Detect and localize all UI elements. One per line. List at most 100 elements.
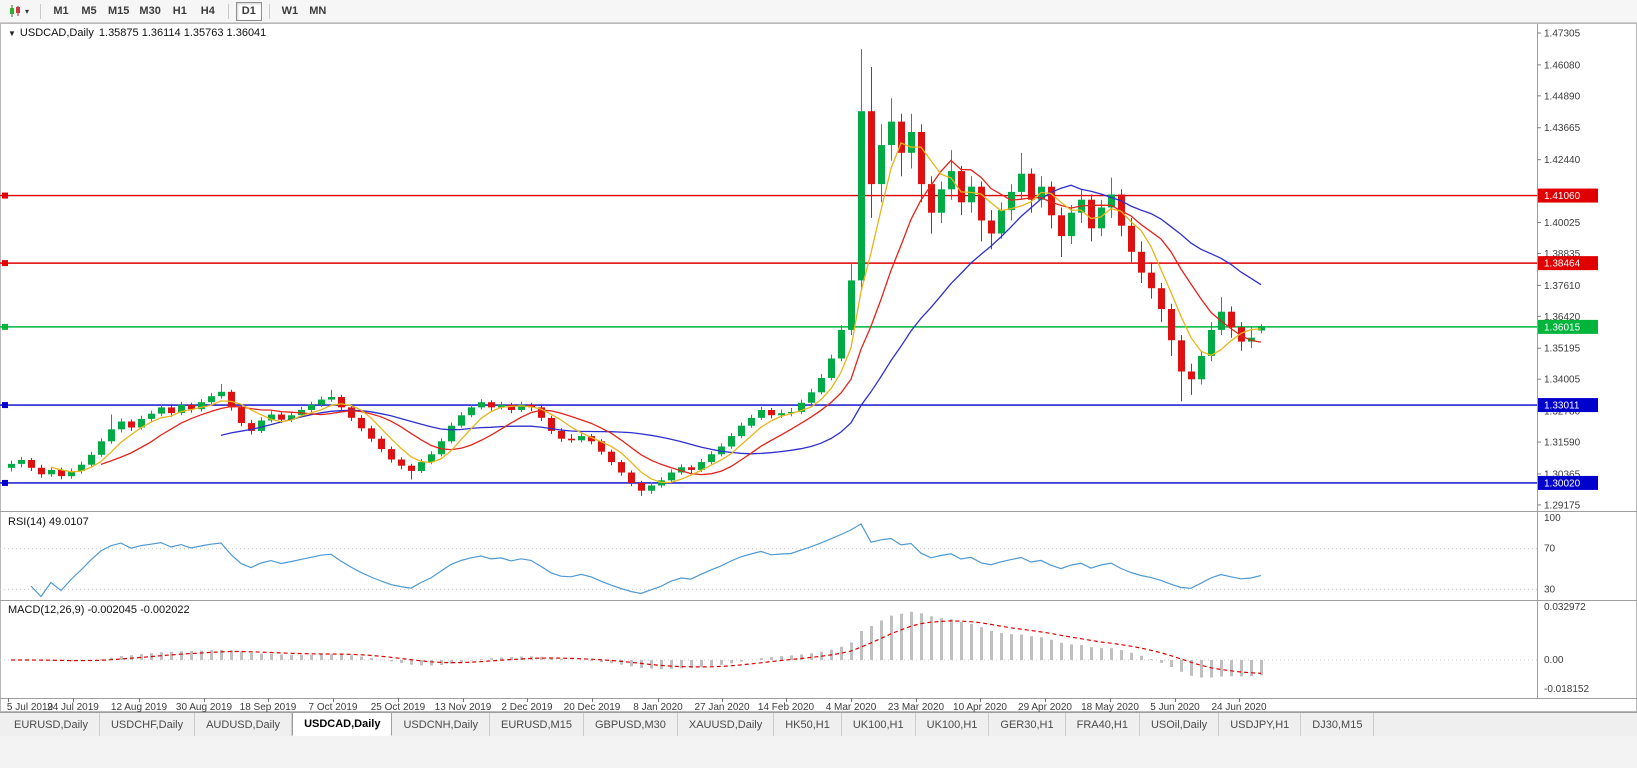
date-label: 18 May 2020 [1081, 702, 1139, 712]
macd-axis-label: -0.018152 [1544, 684, 1589, 695]
date-label: 13 Nov 2019 [435, 702, 492, 712]
date-label: 10 Apr 2020 [953, 702, 1007, 712]
date-label: 20 Dec 2019 [564, 702, 621, 712]
price-tick-label: 1.42440 [1544, 155, 1581, 166]
price-tick-label: 1.32780 [1544, 407, 1581, 418]
hline-handle[interactable] [2, 192, 8, 199]
timeframe-button-m5[interactable]: M5 [76, 2, 102, 21]
timeframe-button-h4[interactable]: H4 [195, 2, 221, 21]
hline-handle[interactable] [2, 402, 8, 409]
date-label: 23 Mar 2020 [888, 702, 945, 712]
price-chip-label: 1.36015 [1544, 322, 1581, 333]
rsi-axis-label: 70 [1544, 544, 1556, 555]
price-chip-label: 1.30020 [1544, 478, 1581, 489]
timeframe-button-d1[interactable]: D1 [235, 1, 262, 21]
toolbar-separator [227, 3, 229, 19]
chart-tab-uk100-h1[interactable]: UK100,H1 [916, 713, 990, 736]
date-label: 30 Aug 2019 [176, 702, 233, 712]
chart-type-tool[interactable]: ▾ [4, 3, 33, 19]
date-label: 5 Jun 2020 [1150, 702, 1200, 712]
timeframe-button-m15[interactable]: M15 [104, 2, 133, 21]
chart-tab-uk100-h1[interactable]: UK100,H1 [842, 713, 916, 736]
timeframe-button-w1[interactable]: W1 [277, 2, 303, 21]
price-tick-label: 1.47305 [1544, 29, 1581, 40]
chart-tab-audusd-daily[interactable]: AUDUSD,Daily [195, 713, 293, 736]
chart-symbol-period: USDCAD,Daily [19, 27, 94, 39]
date-label: 24 Jul 2019 [47, 702, 99, 712]
price-tick-label: 1.46080 [1544, 60, 1581, 71]
date-label: 4 Mar 2020 [826, 702, 877, 712]
sma-fast-line [50, 142, 1262, 484]
macd-axis-label: 0.00 [1544, 655, 1564, 666]
timeframe-button-m30[interactable]: M30 [135, 2, 164, 21]
chart-tab-ger30-h1[interactable]: GER30,H1 [989, 713, 1066, 736]
price-chip [1538, 256, 1598, 271]
chart-tab-eurusd-daily[interactable]: EURUSD,Daily [3, 713, 100, 736]
price-chip [1538, 319, 1598, 334]
price-tick-label: 1.34005 [1544, 375, 1581, 386]
timeframe-buttons: M1 M5 M15 M30 H1 H4 D1 W1 MN [48, 1, 331, 21]
chart-tab-eurusd-m15[interactable]: EURUSD,M15 [490, 713, 584, 736]
chart-frame [0, 23, 1637, 712]
chart-tab-fra40-h1[interactable]: FRA40,H1 [1066, 713, 1140, 736]
chart-tab-gbpusd-m30[interactable]: GBPUSD,M30 [584, 713, 678, 736]
chart-tab-usoil-daily[interactable]: USOil,Daily [1140, 713, 1220, 736]
chart-tab-hk50-h1[interactable]: HK50,H1 [774, 713, 842, 736]
chart-tab-xauusd-daily[interactable]: XAUUSD,Daily [678, 713, 775, 736]
date-label: 7 Oct 2019 [309, 702, 358, 712]
price-tick-label: 1.37610 [1544, 281, 1581, 292]
chart-tab-usdjpy-h1[interactable]: USDJPY,H1 [1219, 713, 1302, 736]
candlestick-chart-icon [10, 5, 20, 17]
toolbar-separator [40, 3, 42, 19]
date-label: 18 Sep 2019 [240, 702, 297, 712]
macd-axis-label: 0.032972 [1544, 602, 1586, 613]
macd-indicator-label: MACD(12,26,9) -0.002045 -0.002022 [8, 604, 190, 616]
price-tick-label: 1.43665 [1544, 123, 1581, 134]
price-tick-label: 1.31590 [1544, 438, 1581, 449]
price-chip [1538, 398, 1598, 413]
chart-ohlc-values: 1.35875 1.36114 1.35763 1.36041 [98, 27, 267, 39]
chart-canvas[interactable]: 100 70 30 0.032972 0.00 -0.018152 1.47305 1.460… [0, 23, 1637, 712]
price-tick-label: 1.30365 [1544, 469, 1581, 480]
price-tick-label: 1.38835 [1544, 249, 1581, 260]
timeframe-toolbar: ▾ M1 M5 M15 M30 H1 H4 D1 W1 MN [0, 0, 1637, 23]
candlestick-series [8, 49, 1265, 496]
toolbar-separator [268, 3, 270, 19]
date-label: 24 Jun 2020 [1211, 702, 1266, 712]
price-tick-label: 1.36420 [1544, 312, 1581, 323]
dropdown-arrow-icon: ▾ [25, 6, 30, 16]
chart-tab-usdcnh-daily[interactable]: USDCNH,Daily [392, 713, 491, 736]
date-label: 27 Jan 2020 [694, 702, 749, 712]
price-chip-label: 1.33011 [1544, 401, 1580, 412]
hline-handle[interactable] [2, 323, 8, 330]
price-chip [1538, 188, 1598, 203]
chart-tab-dj30-m15[interactable]: DJ30,M15 [1301, 713, 1375, 736]
price-chip [1538, 475, 1598, 490]
window-bottom-area [0, 736, 1637, 768]
chart-title: ▼ USDCAD,Daily 1.35875 1.36114 1.35763 1.3… [8, 27, 266, 39]
chart-tab-usdcad-daily[interactable]: USDCAD,Daily [292, 712, 393, 736]
price-tick-label: 1.35195 [1544, 344, 1581, 355]
hline-handle[interactable] [2, 260, 8, 267]
macd-signal-line [11, 620, 1262, 674]
chart-tab-usdchf-daily[interactable]: USDCHF,Daily [100, 713, 196, 736]
date-label: 12 Aug 2019 [111, 702, 168, 712]
one-click-trading-arrow-icon[interactable]: ▼ [8, 29, 16, 38]
timeframe-button-m1[interactable]: M1 [48, 2, 74, 21]
rsi-axis-label: 30 [1544, 584, 1556, 595]
price-tick-label: 1.44890 [1544, 91, 1581, 102]
date-label: 29 Apr 2020 [1018, 702, 1072, 712]
price-tick-label: 1.29175 [1544, 500, 1581, 511]
timeframe-button-mn[interactable]: MN [305, 2, 331, 21]
rsi-line [30, 523, 1262, 598]
timeframe-button-h1[interactable]: H1 [167, 2, 193, 21]
sma-slow-line [220, 184, 1262, 455]
chart-tab-bar: EURUSD,Daily USDCHF,Daily AUDUSD,Daily USDC… [0, 712, 1637, 736]
date-label: 25 Oct 2019 [371, 702, 426, 712]
hline-handle[interactable] [2, 479, 8, 486]
date-label: 14 Feb 2020 [758, 702, 815, 712]
price-chip-label: 1.38464 [1544, 259, 1581, 270]
rsi-indicator-label: RSI(14) 49.0107 [8, 516, 89, 528]
price-tick-label: 1.40025 [1544, 218, 1581, 229]
